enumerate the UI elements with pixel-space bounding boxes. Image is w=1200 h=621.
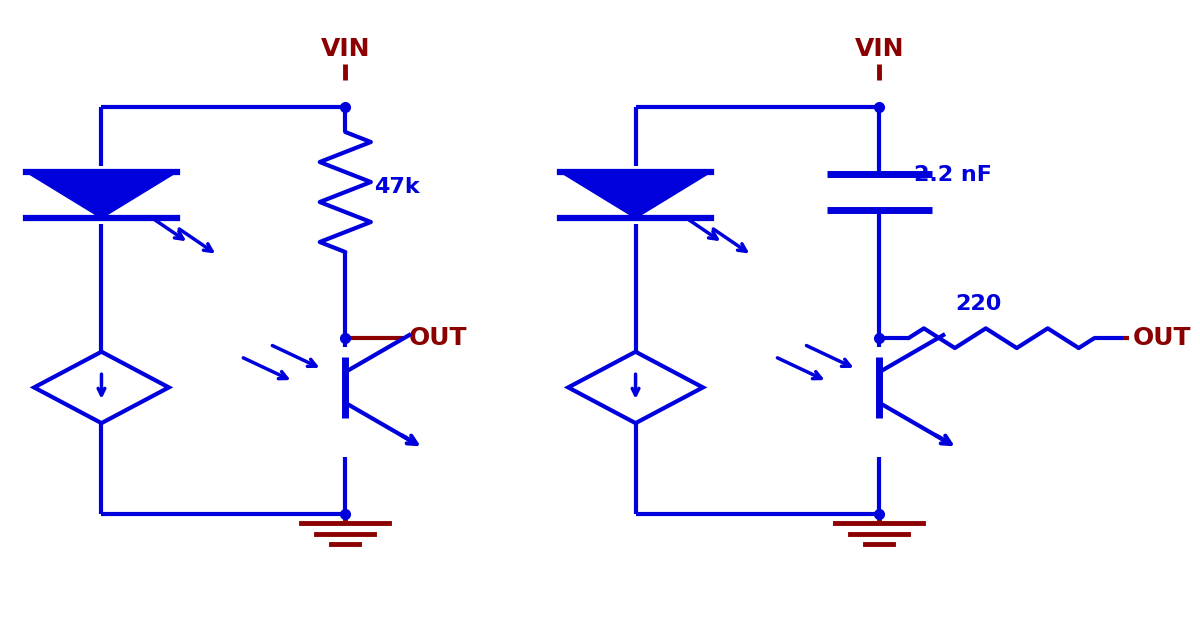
Text: OUT: OUT: [1133, 326, 1190, 350]
Polygon shape: [26, 172, 176, 218]
Text: VIN: VIN: [320, 37, 370, 61]
Text: VIN: VIN: [854, 37, 904, 61]
Text: 220: 220: [955, 294, 1001, 314]
Text: 47k: 47k: [374, 178, 420, 197]
Polygon shape: [560, 172, 712, 218]
Text: OUT: OUT: [409, 326, 468, 350]
Text: 2.2 nF: 2.2 nF: [914, 165, 992, 185]
